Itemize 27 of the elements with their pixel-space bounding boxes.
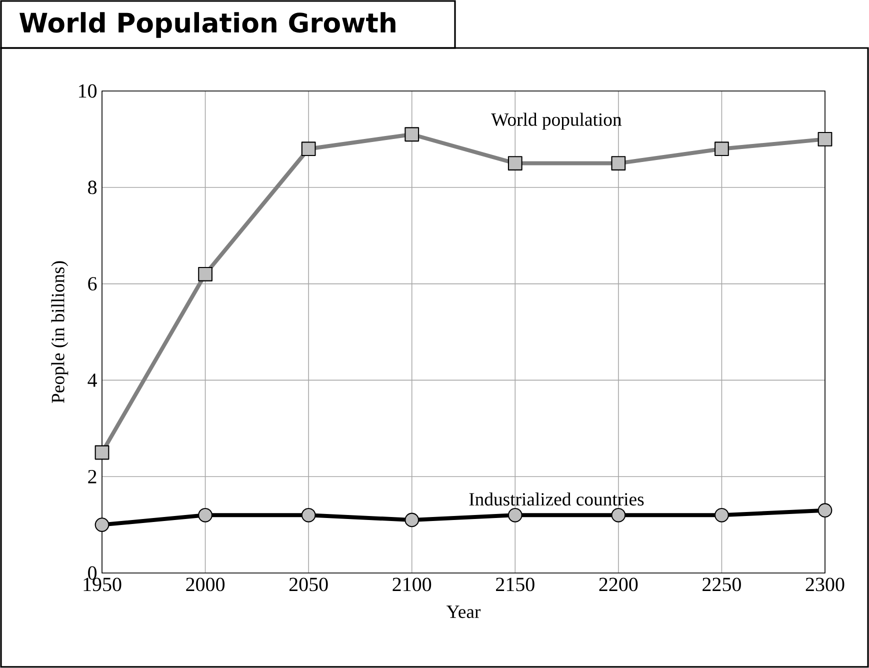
point [404, 512, 420, 528]
x-tick-label: 1950 [84, 578, 122, 592]
chart-title: World Population Growth [20, 12, 396, 38]
point [198, 508, 212, 522]
point [508, 508, 522, 522]
y-tick-label: 2 [88, 470, 96, 484]
x-tick-label: 2150 [496, 578, 534, 592]
x-tick-label: 2300 [806, 578, 844, 592]
x-axis-title: Year [446, 606, 481, 618]
x-tick-label: 2200 [599, 578, 638, 592]
y-tick-label: 8 [88, 180, 97, 194]
y-tick-label: 6 [88, 277, 97, 291]
point [94, 518, 110, 532]
x-tick-label: 2050 [289, 578, 328, 592]
x-tick-label: 2000 [186, 578, 225, 592]
point [611, 508, 626, 522]
series-label: Industrialized countries [469, 492, 644, 506]
point [714, 508, 729, 522]
y-tick-label: 0 [88, 566, 97, 580]
point [818, 503, 832, 518]
x-tick-label: 2250 [702, 578, 741, 592]
series-label: World population [491, 112, 622, 130]
y-tick-label: 4 [88, 374, 97, 387]
point [301, 508, 316, 522]
y-tick-label: 10 [79, 84, 97, 98]
y-axis-title: People (in billions) [51, 261, 68, 403]
x-tick-label: 2100 [392, 578, 432, 592]
